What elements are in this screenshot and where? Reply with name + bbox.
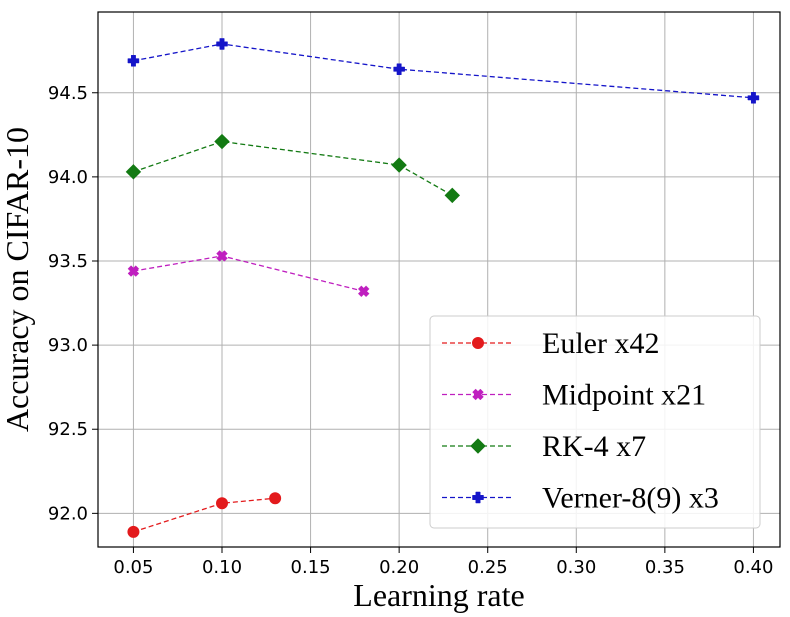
series-3 — [125, 133, 460, 204]
series-line — [133, 140, 453, 196]
legend-marker — [472, 491, 484, 504]
grid — [98, 12, 780, 547]
data-point — [269, 492, 282, 505]
series-1 — [127, 492, 282, 538]
data-point — [393, 63, 405, 75]
y-tick-label: 92.0 — [48, 503, 88, 524]
series-4 — [127, 38, 760, 104]
y-tick-label: 94.0 — [48, 167, 88, 188]
legend-item: Verner-8(9) x3 — [442, 482, 719, 515]
legend-label: Euler x42 — [542, 327, 659, 360]
legend-marker — [470, 438, 486, 454]
y-tick-label: 93.5 — [48, 251, 88, 272]
series-layer — [125, 38, 760, 538]
data-point — [444, 187, 460, 204]
data-point — [127, 265, 140, 277]
legend-item: Midpoint x21 — [442, 379, 706, 412]
legend: Euler x42 Midpoint x21 RK-4 x7 Verner-8(9) … — [429, 315, 761, 529]
data-point — [127, 525, 140, 538]
x-tick-label: 0.20 — [379, 557, 419, 578]
y-tick-label: 92.5 — [48, 419, 88, 440]
x-tick-label: 0.40 — [733, 557, 773, 578]
x-tick-label: 0.10 — [202, 557, 242, 578]
ticks: 0.05 0.10 0.15 0.20 0.25 0.30 0.35 0.40 92.0 92.5… — [48, 83, 774, 578]
legend-marker — [472, 337, 484, 349]
series-2 — [127, 250, 370, 298]
data-point — [747, 92, 760, 104]
y-axis-title: Accuracy on CIFAR-10 — [0, 127, 35, 432]
data-point — [127, 55, 140, 67]
data-point — [357, 285, 370, 298]
data-point — [216, 38, 228, 50]
data-point — [391, 157, 407, 173]
x-tick-label: 0.05 — [113, 557, 153, 578]
legend-box — [429, 315, 761, 529]
x-axis-title: Learning rate — [353, 577, 524, 613]
legend-label: Verner-8(9) x3 — [542, 482, 719, 515]
legend-item: RK-4 x7 — [442, 430, 646, 463]
legend-label: RK-4 x7 — [542, 430, 646, 463]
data-point — [214, 133, 230, 150]
x-tick-label: 0.35 — [645, 557, 685, 578]
series-line — [133, 497, 276, 533]
x-tick-label: 0.30 — [556, 557, 596, 578]
data-point — [125, 164, 142, 180]
plot-frame — [97, 11, 781, 548]
legend-marker — [472, 388, 484, 401]
series-line — [133, 43, 754, 99]
legend-item: Euler x42 — [442, 327, 659, 360]
y-tick-label: 94.5 — [48, 83, 88, 104]
x-tick-label: 0.15 — [291, 557, 331, 578]
data-point — [216, 497, 228, 510]
y-tick-label: 93.0 — [48, 335, 88, 356]
x-tick-label: 0.25 — [468, 557, 508, 578]
legend-label: Midpoint x21 — [542, 379, 706, 412]
data-point — [216, 250, 228, 262]
